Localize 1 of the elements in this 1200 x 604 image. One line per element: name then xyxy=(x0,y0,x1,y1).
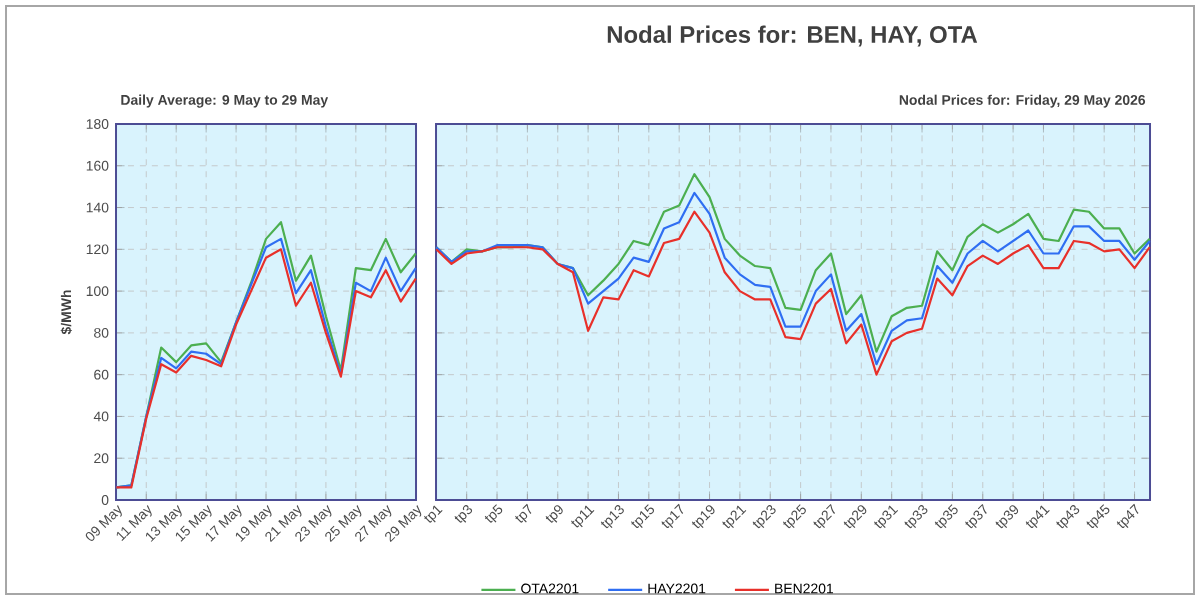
chart-title: Nodal Prices for: BEN, HAY, OTA xyxy=(607,25,978,47)
